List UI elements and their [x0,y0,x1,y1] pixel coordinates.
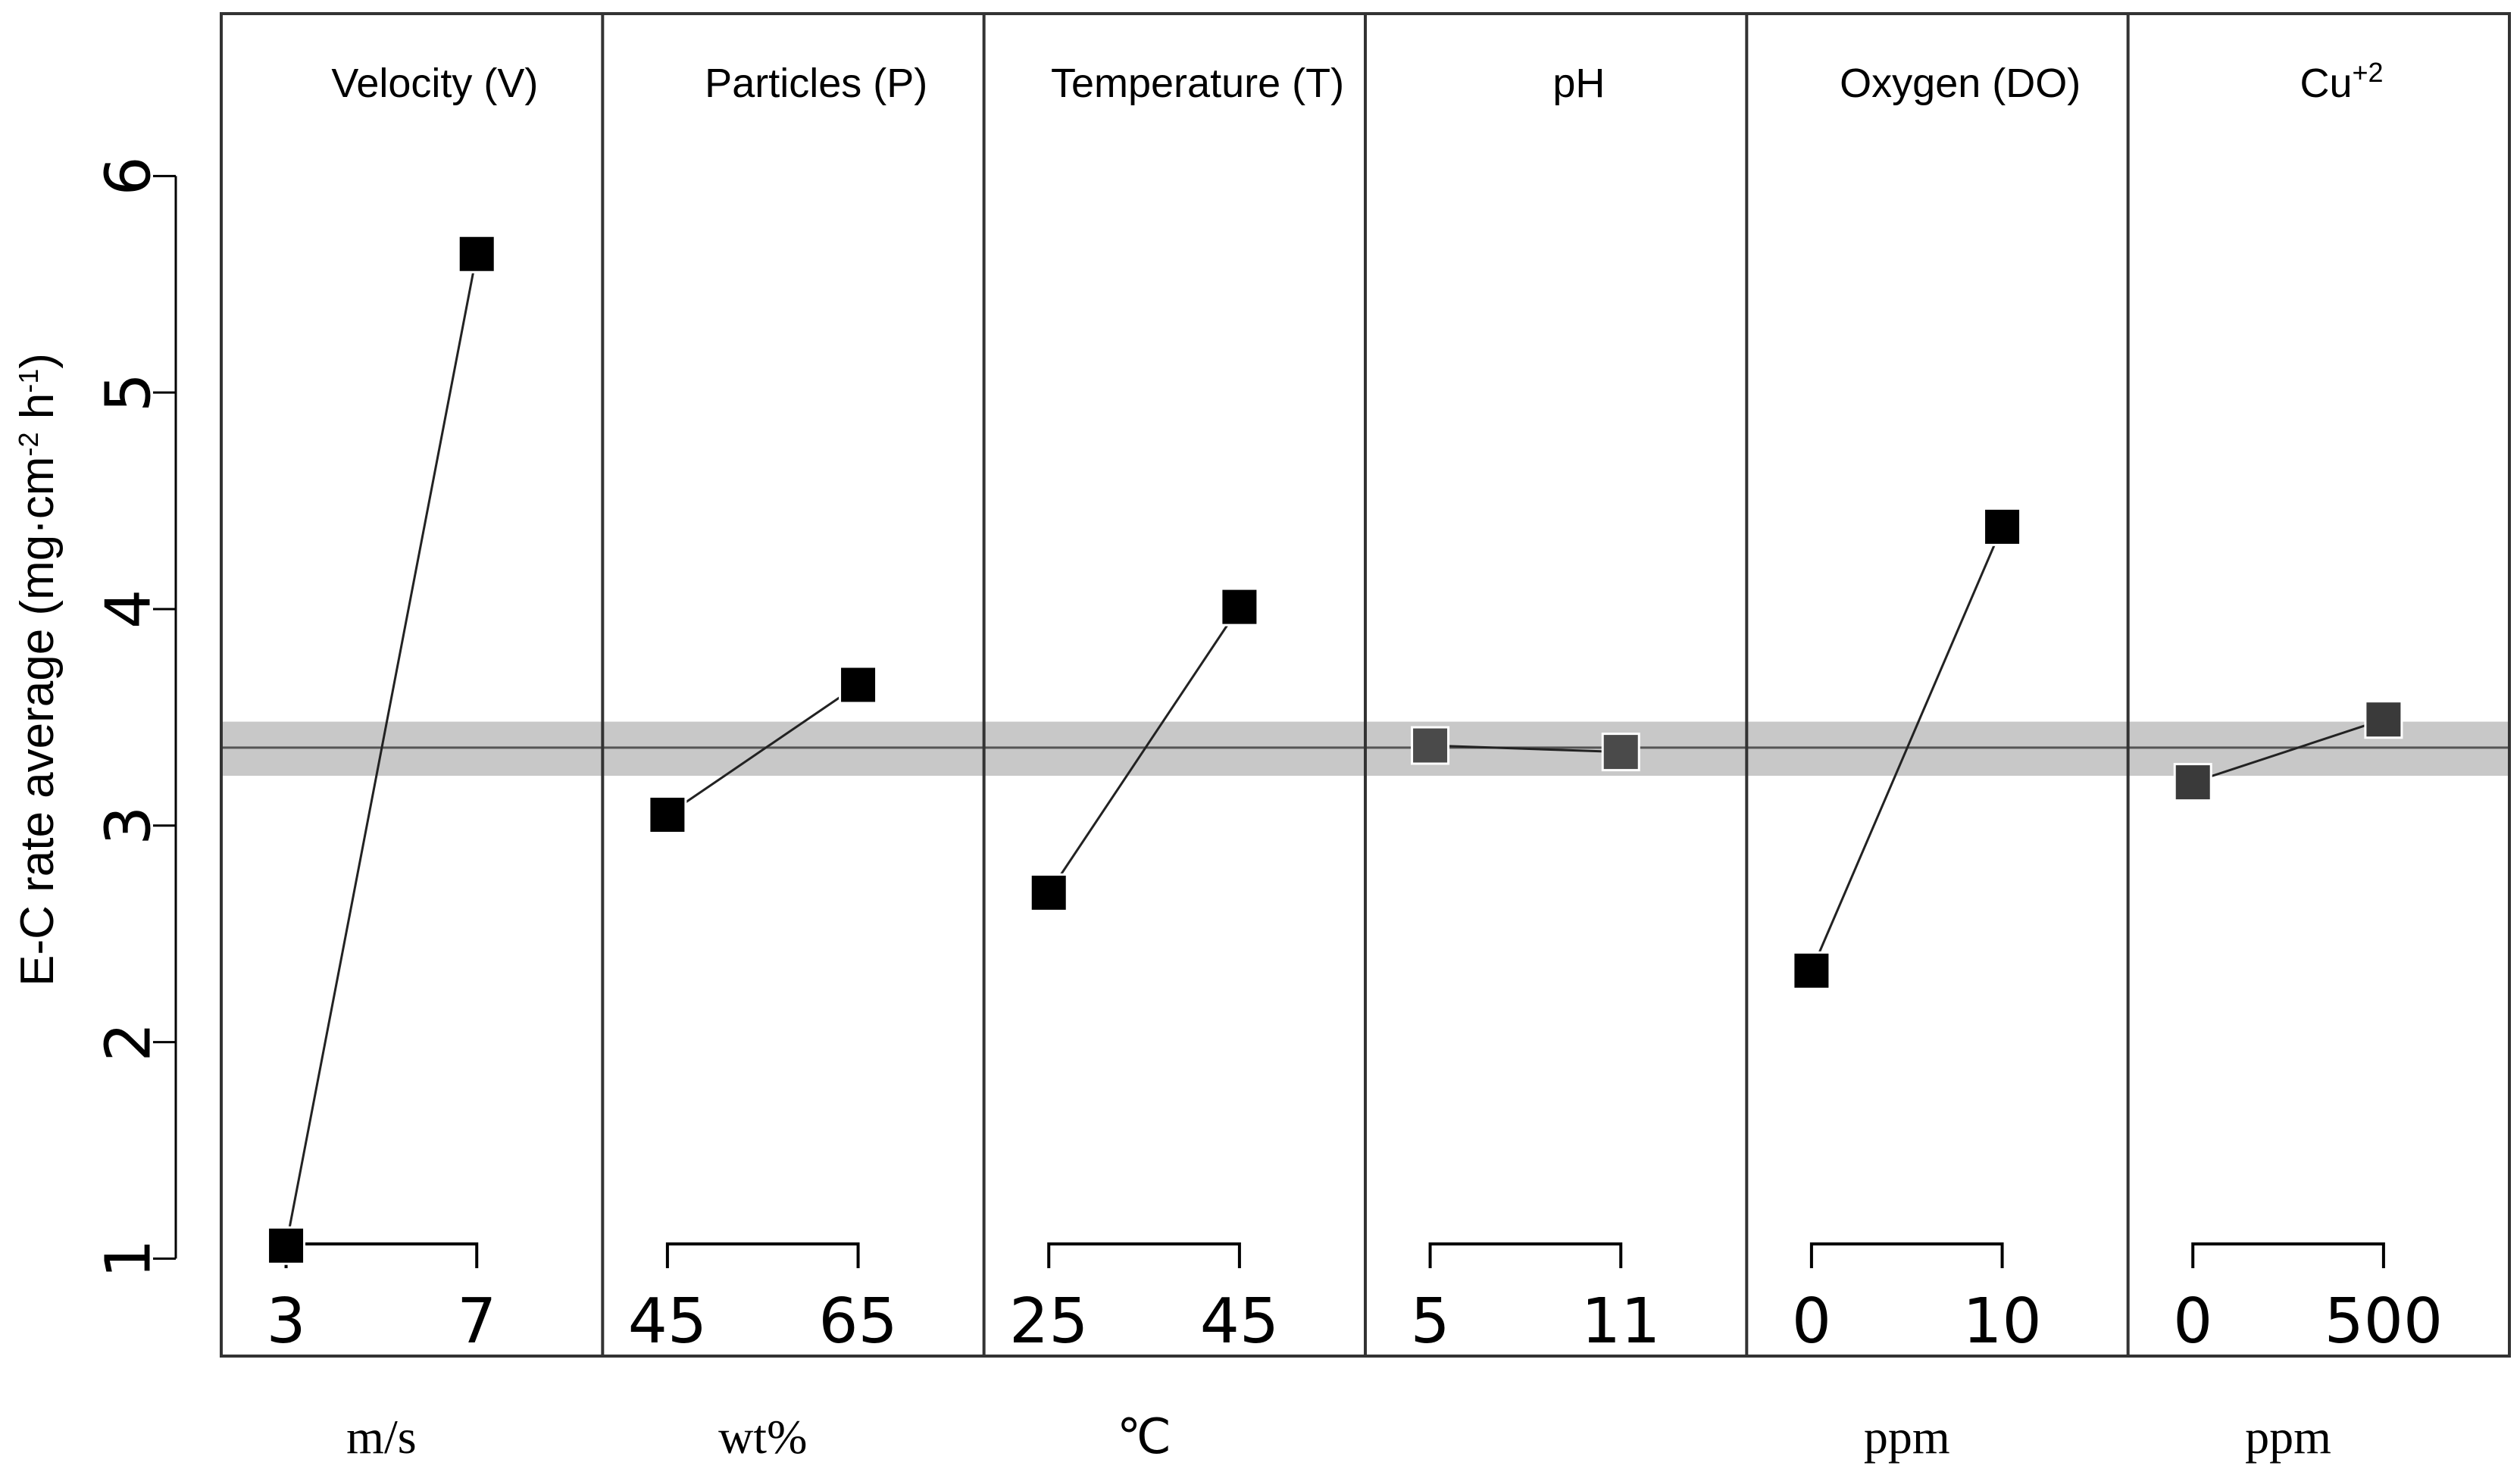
panel-title: pH [1552,61,1605,106]
ylabel-text: ) [11,353,64,369]
level-bracket [665,1242,860,1268]
level-label: 65 [818,1286,897,1358]
data-point [839,665,878,705]
level-bracket [284,1242,479,1268]
level-label: 500 [2325,1286,2443,1358]
level-label: 0 [1792,1286,1831,1358]
panel-title-text: Temperature (T) [1051,61,1344,106]
panel-title-text: Velocity (V) [331,61,538,106]
y-tick-label: 4 [93,589,165,629]
y-tick-label: 2 [93,1022,165,1061]
level-label: 5 [1410,1286,1449,1358]
panel-title: Temperature (T) [1051,61,1344,106]
y-tick-label: 5 [93,373,165,412]
y-tick-label: 6 [93,156,165,195]
data-point [2364,700,2403,739]
level-label: 11 [1581,1286,1660,1358]
panel-title-sup: +2 [2353,57,2384,88]
effect-line [1810,526,2003,971]
level-label: 45 [628,1286,707,1358]
effect-line [2192,718,2384,784]
unit-label: wt% [718,1410,807,1464]
level-brackets [284,1242,2385,1268]
unit-label: ppm [2245,1410,2331,1464]
level-label: 10 [1962,1286,2041,1358]
unit-label: ppm [1864,1410,1950,1464]
unit-label: ℃ [1117,1410,1171,1464]
panel-title-text: Oxygen (DO) [1840,61,2081,106]
data-point [1411,726,1450,765]
level-label: 25 [1009,1286,1088,1358]
effect-line [667,683,859,816]
plot-frame [220,12,2511,1358]
ylabel-text: E-C rate average (mg·cm [11,456,64,986]
data-point [457,234,496,273]
ylabel-sup: -1 [13,369,44,393]
ylabel-sup: -2 [13,432,44,456]
data-point [1601,733,1640,772]
y-axis: 1 2 3 4 5 6 E-C rate average (mg·cm-2 h-1) [11,156,177,1278]
panel-title: Particles (P) [705,61,927,106]
level-bracket [1047,1242,1241,1268]
data-point [2173,763,2212,802]
panel-title: Cu+2 [2300,57,2383,107]
data-point [1220,587,1259,627]
panel-title-text: Cu [2300,61,2352,106]
effect-markers [267,234,2403,1265]
effect-line [285,253,478,1246]
level-bracket [1428,1242,1623,1268]
data-point [1792,951,1831,990]
panel-title: Oxygen (DO) [1840,61,2081,106]
level-bracket [1809,1242,2004,1268]
panel-title-text: Particles (P) [705,61,927,106]
y-axis-title: E-C rate average (mg·cm-2 h-1) [11,353,64,986]
effect-lines [285,253,2384,1246]
data-point [648,795,687,834]
y-tick-label: 3 [93,806,165,845]
y-tick-label: 1 [93,1239,165,1278]
level-label: 7 [457,1286,496,1358]
data-point [267,1226,306,1265]
effect-line [1430,744,1621,754]
effect-line [1047,606,1241,894]
level-label: 3 [266,1286,305,1358]
unit-label: m/s [346,1410,416,1464]
panel-title: Velocity (V) [331,61,538,106]
level-bracket [2191,1242,2385,1268]
ylabel-text: h [11,393,64,433]
panel-dividers [601,14,2130,1356]
data-point [1983,507,2022,546]
level-label: 0 [2173,1286,2212,1358]
panel-title-text: pH [1552,61,1605,106]
data-point [1029,873,1068,912]
level-label: 45 [1200,1286,1279,1358]
